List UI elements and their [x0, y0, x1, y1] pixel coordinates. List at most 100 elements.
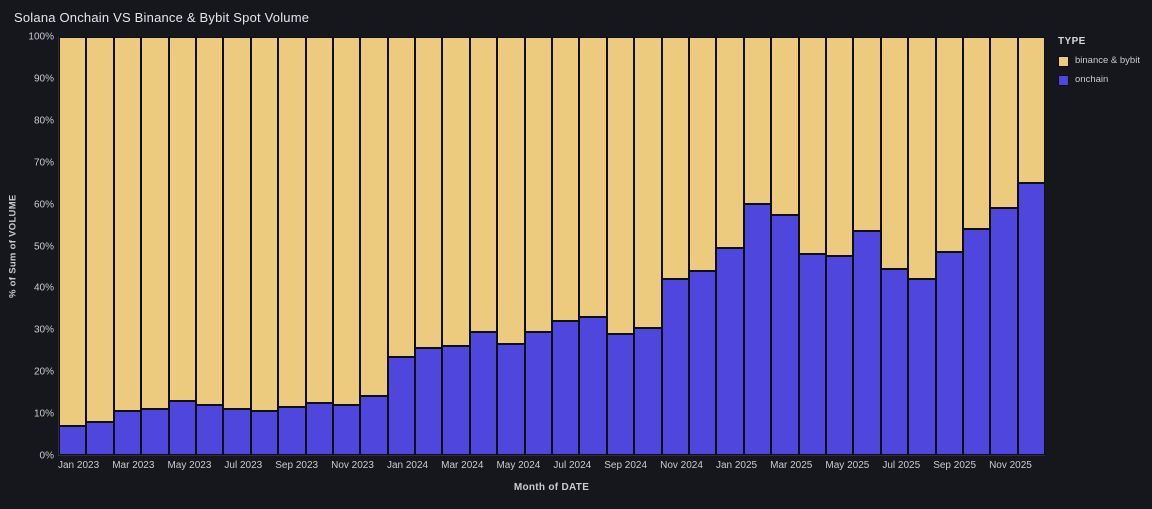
bar-segment-binance-bybit[interactable] [168, 37, 196, 401]
bar-segment-onchain[interactable] [469, 331, 498, 455]
bar-segment-onchain[interactable] [880, 269, 909, 455]
bar-segment-onchain[interactable] [634, 327, 662, 455]
bar-column [524, 37, 553, 455]
bar-segment-binance-bybit[interactable] [195, 37, 224, 405]
bar-segment-binance-bybit[interactable] [442, 37, 470, 347]
bar-segment-onchain[interactable] [962, 229, 991, 455]
bar-segment-binance-bybit[interactable] [278, 37, 306, 407]
bar-segment-onchain[interactable] [908, 279, 936, 455]
bar-segment-binance-bybit[interactable] [771, 37, 799, 215]
bar-column [962, 37, 991, 455]
bar-segment-binance-bybit[interactable] [716, 37, 744, 249]
x-tick-label: Jan 2024 [386, 460, 429, 471]
bar-segment-binance-bybit[interactable] [1017, 37, 1046, 184]
bar-segment-binance-bybit[interactable] [469, 37, 498, 332]
chart-title: Solana Onchain VS Binance & Bybit Spot V… [14, 10, 310, 25]
bar-segment-binance-bybit[interactable] [606, 37, 635, 334]
bar-segment-onchain[interactable] [415, 348, 443, 455]
bar-segment-binance-bybit[interactable] [688, 37, 717, 272]
bar-segment-onchain[interactable] [661, 279, 689, 455]
y-tick-label: 60% [33, 199, 54, 211]
bar-column [771, 37, 799, 455]
bar-segment-onchain[interactable] [716, 248, 744, 455]
bar-segment-binance-bybit[interactable] [387, 37, 416, 357]
bar-segment-onchain[interactable] [524, 331, 553, 455]
bar-segment-binance-bybit[interactable] [141, 37, 169, 410]
bar-column [442, 37, 470, 455]
bar-segment-onchain[interactable] [606, 333, 635, 455]
legend-item-binance-bybit[interactable]: binance & bybit [1058, 55, 1150, 67]
bar-segment-binance-bybit[interactable] [113, 37, 142, 412]
bar-segment-onchain[interactable] [935, 252, 963, 455]
bar-column [223, 37, 251, 455]
bar-segment-binance-bybit[interactable] [798, 37, 826, 255]
bar-segment-onchain[interactable] [168, 400, 196, 455]
bar-segment-onchain[interactable] [250, 411, 279, 455]
bar-segment-onchain[interactable] [278, 406, 306, 455]
bar-segment-binance-bybit[interactable] [962, 37, 991, 230]
legend-item-onchain[interactable]: onchain [1058, 74, 1150, 86]
bar-segment-binance-bybit[interactable] [935, 37, 963, 253]
bar-segment-onchain[interactable] [798, 254, 826, 455]
bar-segment-binance-bybit[interactable] [59, 37, 87, 426]
bar-segment-onchain[interactable] [1017, 183, 1046, 455]
bar-segment-onchain[interactable] [442, 346, 470, 455]
bar-segment-binance-bybit[interactable] [360, 37, 388, 397]
bar-segment-binance-bybit[interactable] [743, 37, 772, 205]
bar-segment-binance-bybit[interactable] [332, 37, 361, 405]
bar-column [798, 37, 826, 455]
y-tick-label: 80% [33, 115, 54, 127]
bar-segment-onchain[interactable] [113, 411, 142, 455]
bar-segment-onchain[interactable] [223, 409, 251, 455]
bar-segment-binance-bybit[interactable] [880, 37, 909, 269]
bar-segment-onchain[interactable] [305, 402, 333, 455]
x-axis-title: Month of DATE [513, 482, 590, 493]
bar-column [305, 37, 333, 455]
x-tick-label [920, 460, 933, 474]
bar-segment-binance-bybit[interactable] [250, 37, 279, 412]
bar-segment-binance-bybit[interactable] [661, 37, 689, 280]
x-tick-label [976, 460, 989, 474]
bar-segment-binance-bybit[interactable] [552, 37, 580, 322]
bar-segment-binance-bybit[interactable] [990, 37, 1018, 209]
bar-segment-onchain[interactable] [497, 344, 525, 455]
bar-segment-onchain[interactable] [86, 421, 114, 455]
bar-segment-binance-bybit[interactable] [908, 37, 936, 280]
bar-segment-binance-bybit[interactable] [634, 37, 662, 328]
bar-segment-binance-bybit[interactable] [524, 37, 553, 332]
bar-segment-binance-bybit[interactable] [415, 37, 443, 349]
bar-segment-onchain[interactable] [990, 208, 1018, 455]
bar-segment-onchain[interactable] [387, 356, 416, 455]
bar-column [332, 37, 361, 455]
bar-segment-onchain[interactable] [743, 204, 772, 455]
bar-segment-binance-bybit[interactable] [223, 37, 251, 410]
bar-segment-onchain[interactable] [141, 409, 169, 455]
x-tick-label [318, 460, 331, 474]
x-tick-label [211, 460, 224, 474]
bar-segment-binance-bybit[interactable] [853, 37, 881, 232]
x-tick-label [428, 460, 441, 474]
x-tick-label: Mar 2024 [441, 460, 484, 471]
bar-segment-onchain[interactable] [825, 256, 854, 455]
bar-segment-onchain[interactable] [579, 317, 607, 455]
bar-column [853, 37, 881, 455]
bar-segment-binance-bybit[interactable] [579, 37, 607, 318]
legend-swatch [1058, 56, 1069, 67]
bar-segment-onchain[interactable] [195, 404, 224, 455]
bar-segment-binance-bybit[interactable] [825, 37, 854, 257]
bar-column [990, 37, 1018, 455]
bar-segment-onchain[interactable] [853, 231, 881, 455]
y-tick-label: 0% [39, 450, 54, 462]
bar-segment-onchain[interactable] [552, 321, 580, 455]
bar-segment-binance-bybit[interactable] [86, 37, 114, 422]
bar-segment-onchain[interactable] [332, 404, 361, 455]
bar-column [1017, 37, 1046, 455]
bar-segment-binance-bybit[interactable] [497, 37, 525, 345]
bar-segment-onchain[interactable] [688, 271, 717, 455]
bar-column [634, 37, 662, 455]
bar-segment-onchain[interactable] [771, 214, 799, 455]
bar-segment-onchain[interactable] [360, 396, 388, 455]
bar-segment-binance-bybit[interactable] [305, 37, 333, 403]
bar-segment-onchain[interactable] [59, 425, 87, 455]
